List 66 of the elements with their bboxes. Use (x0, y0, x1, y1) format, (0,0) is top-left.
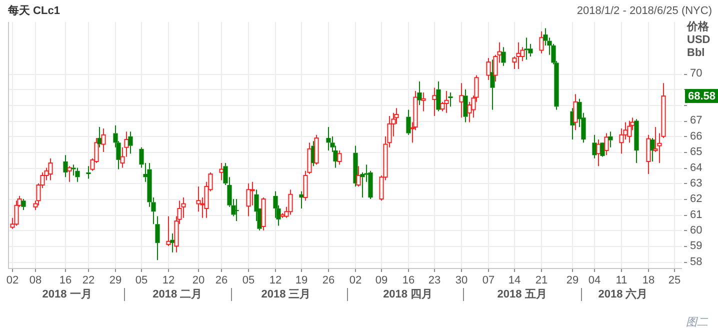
candlestick (448, 92, 453, 108)
candlestick (128, 131, 133, 154)
x-tick-label: 26 (322, 274, 335, 287)
x-tick-label: 30 (455, 274, 468, 287)
x-tick-label: 14 (508, 274, 521, 287)
text: 68.58 (688, 90, 716, 102)
text: 图二 (686, 316, 709, 329)
y-tick-label: 58 (690, 256, 702, 268)
x-tick-label: 20 (192, 274, 205, 287)
y-tick-label: 66 (690, 130, 702, 142)
x-tick-label: 12 (162, 274, 175, 287)
candlestick (75, 167, 80, 182)
x-tick-label: 04 (588, 274, 601, 287)
x-tick-label: 29 (109, 274, 122, 287)
y-tick-label: 64 (690, 162, 702, 174)
x-tick-label: 08 (29, 274, 42, 287)
text: 2018 二月 (152, 288, 202, 301)
candlestick (326, 126, 331, 151)
x-tick-label: 19 (295, 274, 308, 287)
candlestick (21, 198, 26, 211)
x-tick-label: 16 (402, 274, 415, 287)
y-tick-label: 63 (690, 177, 702, 190)
x-tick-label: 11 (616, 274, 628, 287)
y-tick-label: 59 (690, 240, 702, 252)
text: 2018 三月 (261, 288, 311, 301)
y-tick-label: 67 (690, 114, 702, 127)
candlestick (650, 137, 655, 162)
text: 2018 六月 (598, 288, 648, 301)
y-axis-title: 价格 USD Bbl (686, 20, 710, 60)
y-tick-label: 65 (690, 146, 702, 158)
x-tick-label: 09 (375, 274, 388, 287)
y-tick-label: 61 (690, 208, 702, 221)
x-tick-label: 07 (482, 274, 495, 287)
candlestick (406, 109, 411, 136)
x-tick-label: 25 (668, 274, 681, 287)
text: 2018 五月 (497, 288, 547, 301)
y-tick-label: 60 (690, 224, 702, 236)
x-tick-label: 18 (642, 274, 655, 287)
candlestick (490, 59, 495, 110)
candlestick (234, 198, 239, 222)
x-tick-label: 05 (135, 274, 148, 287)
x-tick-label: 05 (242, 274, 255, 287)
x-tick-label: 29 (566, 274, 579, 287)
candlestick (155, 216, 160, 261)
candlestick (463, 88, 468, 123)
y-tick-label: 70 (690, 68, 702, 80)
x-tick-label: 22 (82, 274, 95, 287)
candlestick (608, 131, 613, 148)
text: 2018 四月 (383, 288, 433, 301)
candlestick (417, 81, 422, 106)
x-tick-label: 02 (6, 274, 19, 287)
candlestick (501, 46, 506, 66)
candlestick (86, 166, 91, 180)
x-tick-label: 16 (59, 274, 72, 287)
candlestick (63, 154, 68, 178)
chart-title: 每天 CLc1 (7, 4, 60, 18)
x-tick-label: 23 (428, 274, 441, 287)
x-tick-label: 12 (269, 274, 282, 287)
x-tick-label: 02 (349, 274, 362, 287)
y-tick-label: 62 (690, 193, 702, 206)
candlestick (436, 81, 441, 112)
text: 2018 一月 (42, 288, 92, 301)
x-tick-label: 26 (215, 274, 228, 287)
x-tick-label: 21 (535, 274, 548, 287)
candlestick (634, 118, 639, 164)
chart-subtitle: 2018/1/2 - 2018/6/25 (NYC) (576, 5, 712, 18)
